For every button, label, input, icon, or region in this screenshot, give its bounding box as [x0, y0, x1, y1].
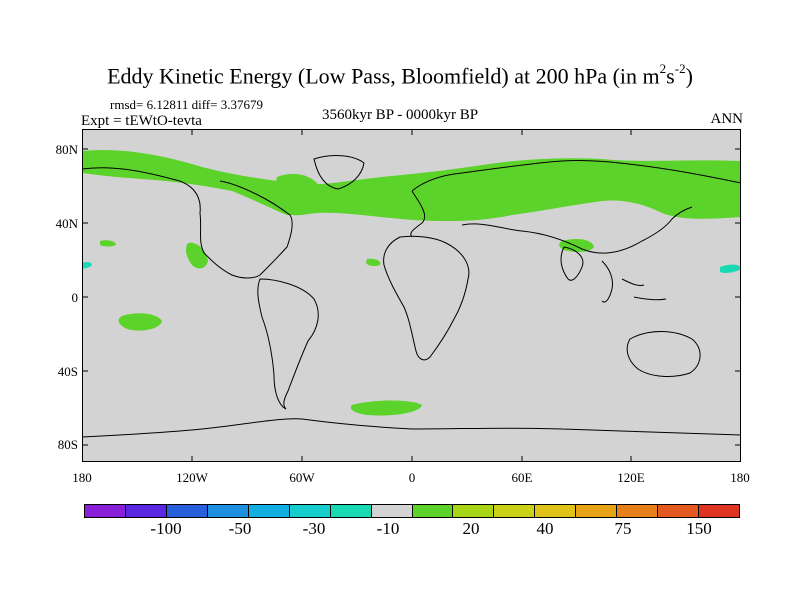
colorbar-box: [535, 505, 577, 517]
colorbar-box: [166, 505, 208, 517]
longitude-label-0: 0: [408, 470, 416, 485]
coastlines: [82, 155, 741, 438]
colorbar-box: [494, 505, 536, 517]
longitude-label-120e: 120E: [617, 470, 645, 485]
colorbar-box: [658, 505, 700, 517]
colorbar-box: [371, 505, 413, 517]
coastline-southeast-asia: [601, 260, 667, 303]
plot-title: Eddy Kinetic Energy (Low Pass, Bloomfiel…: [107, 61, 693, 89]
longitude-label-180e: 180: [730, 470, 750, 485]
stats-line: rmsd= 6.12811 diff= 3.37679: [110, 97, 263, 112]
positive-anomaly-pacific-south: [118, 313, 162, 331]
colorbar-box: [125, 505, 167, 517]
longitude-label-120w: 120W: [176, 470, 208, 485]
colorbar-box: [617, 505, 659, 517]
positive-anomaly-africa: [366, 258, 381, 267]
colorbar-label: 20: [462, 519, 480, 538]
negative-anomaly-west-pacific: [82, 261, 92, 269]
colorbar-box: [289, 505, 331, 517]
coastline-antarctica: [82, 418, 741, 438]
experiment-label: Expt = tEWtO-tevta: [81, 113, 202, 129]
period-label: 3560kyr BP - 0000kyr BP: [321, 107, 479, 123]
colorbar-box: [207, 505, 249, 517]
colorbar-label: -10: [376, 519, 400, 538]
coastline-south-america: [257, 278, 319, 410]
coastline-eurasia: [410, 159, 741, 254]
colorbar-label: -100: [150, 519, 182, 538]
coastline-australia: [626, 331, 701, 377]
latitude-label-80s: 80S: [57, 437, 78, 452]
negative-anomaly-east-pacific: [720, 264, 741, 273]
world-map: [82, 129, 741, 462]
colorbar: [84, 504, 740, 518]
positive-anomaly-north-band: [82, 149, 741, 221]
colorbar-box: [576, 505, 618, 517]
colorbar-box: [248, 505, 290, 517]
colorbar-label: 40: [536, 519, 554, 538]
colorbar-box: [699, 505, 739, 517]
map-ticks: [82, 129, 741, 462]
colorbar-label: -50: [228, 519, 252, 538]
coastline-north-america: [82, 167, 293, 279]
colorbar-box: [85, 505, 126, 517]
latitude-label-40n: 40N: [55, 216, 78, 231]
coastline-india: [560, 246, 584, 281]
coastline-greenland: [313, 155, 365, 190]
longitude-label-60e: 60E: [511, 470, 533, 485]
colorbar-box: [330, 505, 372, 517]
positive-anomaly-pacific-north: [100, 240, 116, 247]
positive-anomaly-nw-atlantic: [275, 173, 322, 216]
latitude-label-80n: 80N: [55, 142, 78, 157]
colorbar-label: 75: [614, 519, 632, 538]
latitude-label-equator: 0: [71, 290, 79, 305]
coastline-africa: [383, 235, 470, 361]
season-label: ANN: [710, 111, 744, 127]
latitude-label-40s: 40S: [57, 364, 78, 379]
colorbar-box: [453, 505, 495, 517]
colorbar-box: [412, 505, 454, 517]
colorbar-label: 150: [686, 519, 712, 538]
longitude-label-60w: 60W: [289, 470, 315, 485]
colorbar-label: -30: [302, 519, 326, 538]
longitude-label-180w: 180: [72, 470, 92, 485]
positive-anomaly-south-atlantic: [350, 400, 422, 416]
